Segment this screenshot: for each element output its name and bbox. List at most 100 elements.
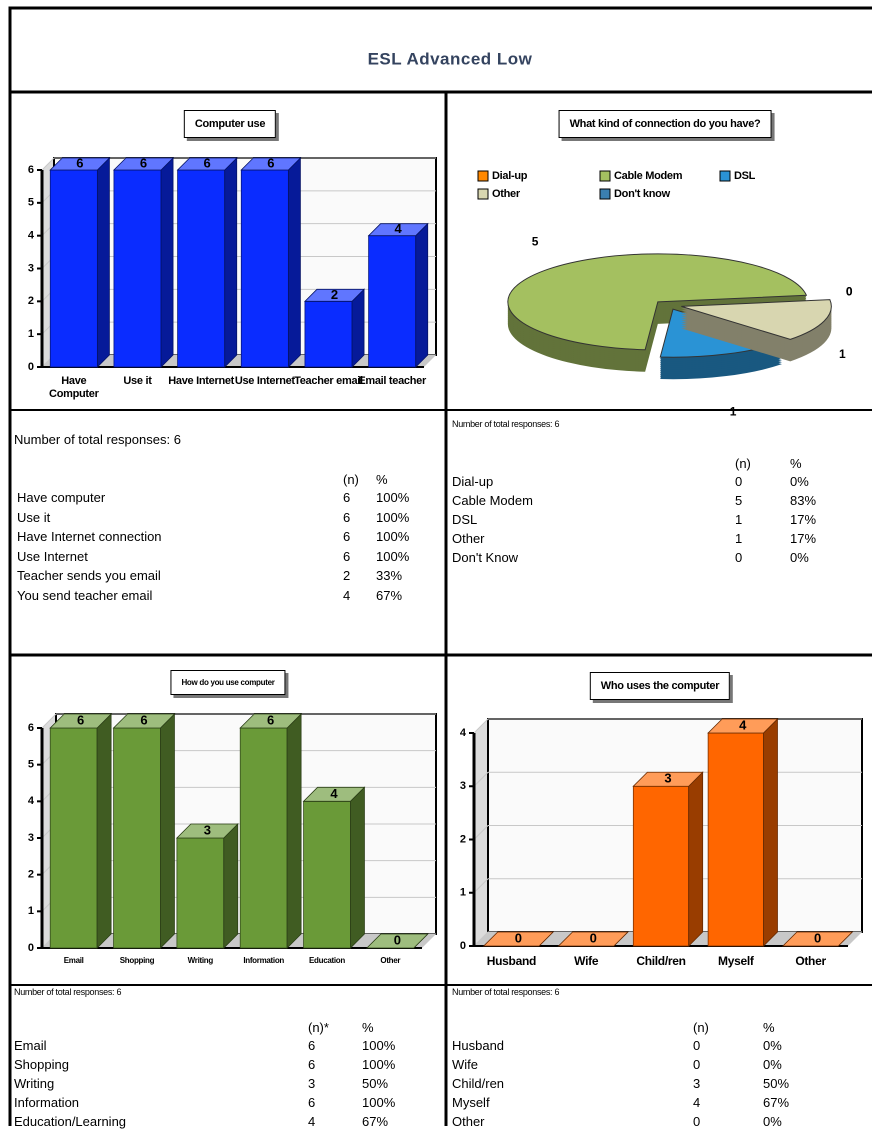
bar — [303, 288, 366, 368]
x-tick-label: Myself — [718, 954, 754, 968]
row-label: Child/ren — [452, 1076, 505, 1091]
row-label: You send teacher email — [17, 587, 153, 603]
table-note: Number of total responses: 6 — [14, 432, 181, 447]
x-tick-label: Child/ren — [636, 954, 686, 968]
bar-top — [632, 771, 704, 787]
bar-front — [176, 837, 225, 949]
bar-front — [368, 235, 417, 368]
row-label: Don't Know — [452, 550, 519, 565]
bar — [240, 157, 302, 368]
y-tick-label: 3 — [28, 262, 34, 274]
y-tick-label: 4 — [28, 795, 35, 807]
row-count: 6 — [343, 509, 351, 525]
row-label: Have Internet connection — [17, 529, 162, 544]
x-tick-label: Email teacher — [358, 375, 426, 387]
legend-swatch — [599, 188, 611, 200]
bar-front — [49, 727, 98, 949]
bar-side — [688, 771, 704, 947]
chart-title: What kind of connection do you have? — [558, 110, 772, 138]
row-percent: 100% — [376, 490, 410, 505]
column-header: (n) — [343, 472, 359, 487]
row-percent: 100% — [362, 1057, 396, 1072]
y-tick-label: 0 — [460, 940, 466, 952]
y-tick-label: 0 — [28, 361, 34, 373]
row-count: 1 — [735, 531, 743, 546]
value-label: 4 — [330, 786, 338, 801]
x-tick-label: Wife — [574, 954, 599, 968]
bar-side — [415, 222, 429, 368]
bar — [49, 157, 111, 368]
chart-title: Who uses the computer — [589, 672, 731, 700]
bar — [557, 931, 629, 947]
x-tick-label: Use Internet — [234, 375, 295, 387]
row-count: 4 — [308, 1114, 316, 1129]
row-label: DSL — [452, 512, 478, 527]
row-percent: 50% — [362, 1076, 389, 1091]
row-percent: 67% — [763, 1095, 790, 1110]
value-label: 5 — [532, 234, 539, 248]
row-count: 6 — [343, 490, 351, 505]
value-label: 6 — [77, 712, 84, 727]
bar-top — [175, 823, 239, 839]
row-percent: 100% — [362, 1095, 396, 1110]
bar-top — [365, 933, 429, 949]
bar-top — [302, 786, 366, 802]
y-tick-label: 4 — [460, 727, 467, 739]
y-tick-label: 2 — [28, 869, 34, 881]
row-count: 0 — [693, 1114, 701, 1129]
row-percent: 0% — [763, 1038, 782, 1053]
y-tick-label: 5 — [28, 759, 34, 771]
y-tick-label: 3 — [28, 832, 34, 844]
row-count: 4 — [343, 587, 351, 603]
bar — [239, 713, 303, 949]
x-tick-label: Shopping — [119, 956, 155, 965]
bar-front — [113, 169, 162, 368]
bar — [175, 823, 239, 949]
bar-top — [557, 931, 629, 947]
grid-line — [41, 713, 57, 729]
row-label: Information — [14, 1095, 80, 1110]
row-count: 0 — [735, 550, 743, 565]
value-label: 0 — [846, 284, 853, 298]
row-percent: 50% — [763, 1076, 790, 1091]
legend-label: Other — [492, 188, 521, 200]
value-label: 6 — [267, 155, 274, 170]
table-note: Number of total responses: 6 — [452, 419, 560, 429]
bar — [707, 718, 779, 947]
row-label: Writing — [14, 1076, 55, 1091]
value-label: 3 — [664, 771, 671, 786]
value-label: 6 — [140, 712, 147, 727]
row-count: 6 — [343, 548, 351, 564]
row-count: 3 — [308, 1076, 316, 1091]
row-label: Cable Modem — [452, 493, 533, 508]
bar-front — [113, 727, 161, 949]
row-label: Use Internet — [17, 548, 88, 564]
row-percent: 0% — [790, 550, 809, 565]
y-tick-label: 1 — [460, 887, 466, 899]
column-header: (n) — [693, 1020, 709, 1035]
x-tick-label: Other — [380, 956, 401, 965]
row-count: 0 — [693, 1057, 701, 1072]
bar-top — [239, 713, 303, 729]
row-label: Shopping — [14, 1057, 69, 1072]
legend-label: Cable Modem — [614, 170, 683, 182]
x-tick-label: Email — [63, 956, 84, 965]
slice-top — [681, 299, 832, 340]
bar-side — [223, 823, 239, 949]
row-count: 3 — [693, 1076, 701, 1091]
chart-title: How do you use computer — [170, 670, 286, 695]
legend-swatch — [477, 188, 489, 200]
row-count: 6 — [308, 1095, 316, 1110]
row-percent: 100% — [362, 1038, 396, 1053]
y-tick-label: 0 — [28, 942, 34, 954]
bar-top — [367, 223, 429, 237]
row-count: 0 — [693, 1038, 701, 1053]
bar-side — [763, 718, 778, 947]
row-percent: 83% — [790, 493, 817, 508]
value-label: 0 — [814, 930, 821, 945]
x-tick-label: Writing — [187, 956, 214, 965]
bar-side — [96, 713, 112, 949]
bar-side — [350, 786, 365, 949]
value-label: 1 — [839, 347, 846, 361]
bar-side — [160, 157, 174, 368]
